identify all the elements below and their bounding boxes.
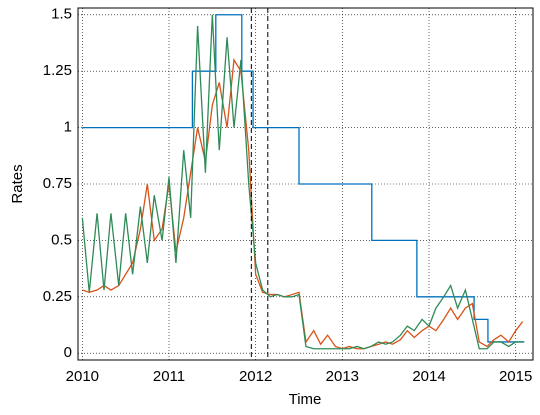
y-tick-label: 0.75 bbox=[43, 175, 72, 192]
x-tick-label: 2014 bbox=[412, 368, 445, 385]
y-axis-label: Rates bbox=[9, 164, 26, 203]
x-tick-label: 2010 bbox=[66, 368, 99, 385]
x-tick-label: 2011 bbox=[153, 368, 185, 385]
y-tick-label: 0.5 bbox=[51, 231, 72, 248]
x-tick-label: 2012 bbox=[239, 368, 272, 385]
series-line bbox=[82, 14, 525, 343]
x-tick-label: 2015 bbox=[499, 368, 532, 385]
series-line bbox=[81, 14, 523, 350]
x-tick-label: 2013 bbox=[326, 368, 359, 385]
y-tick-label: 0.25 bbox=[43, 288, 72, 305]
y-tick-label: 1.5 bbox=[51, 6, 72, 23]
x-axis-label: Time bbox=[289, 391, 322, 408]
y-tick-label: 0 bbox=[64, 344, 72, 361]
y-tick-label: 1 bbox=[64, 119, 72, 136]
y-tick-label: 1.25 bbox=[43, 62, 72, 79]
plot-frame bbox=[77, 7, 534, 361]
